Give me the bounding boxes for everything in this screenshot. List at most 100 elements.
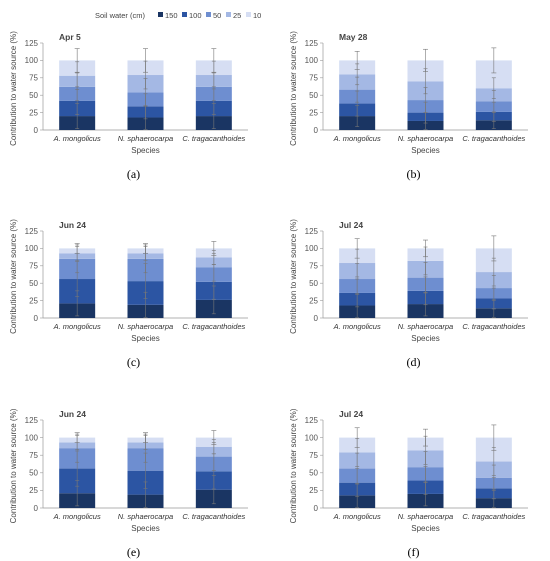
y-tick-label: 50 [309, 91, 318, 100]
panel-title: Apr 5 [59, 32, 81, 42]
y-tick-label: 50 [309, 469, 318, 478]
legend-swatch [182, 12, 187, 17]
y-tick-label: 75 [29, 74, 38, 83]
legend-label: 50 [213, 11, 221, 20]
legend-label: 25 [233, 11, 241, 20]
legend-swatch [158, 12, 163, 17]
x-axis-label: Species [411, 334, 439, 343]
legend-label: 100 [189, 11, 202, 20]
y-axis-label: Contribution to water source (%) [9, 31, 18, 146]
y-tick-label: 75 [309, 262, 318, 271]
y-tick-label: 0 [314, 314, 319, 323]
y-tick-label: 100 [305, 56, 319, 65]
y-axis-label: Contribution to water source (%) [289, 31, 298, 146]
x-tick-label: A. mongolicus [53, 134, 101, 143]
legend-item-50: 50 [206, 11, 221, 20]
y-tick-label: 75 [309, 74, 318, 83]
y-tick-label: 75 [29, 451, 38, 460]
panel-c: 0 25 50 75 100 125 A. mongolicus N. sphaerocarp… [9, 219, 248, 369]
y-axis-label: Contribution to water source (%) [289, 219, 298, 334]
panel-title: Jun 24 [59, 220, 86, 230]
legend-swatch [206, 12, 211, 17]
x-tick-label: C. tragacanthoides [182, 512, 245, 521]
x-tick-label: N. sphaerocarpa [398, 134, 453, 143]
x-tick-label: N. sphaerocarpa [398, 512, 453, 521]
x-tick-label: C. tragacanthoides [182, 322, 245, 331]
panel-f: 0 25 50 75 100 125 A. mongolicus N. sphaerocarp… [289, 408, 528, 559]
panel-b: 0 25 50 75 100 125 A. mongolicus N. sphaerocarp… [289, 31, 528, 181]
x-axis-label: Species [131, 146, 159, 155]
y-tick-label: 50 [29, 279, 38, 288]
x-axis-label: Species [411, 146, 439, 155]
y-tick-label: 100 [25, 56, 39, 65]
y-tick-label: 25 [29, 108, 38, 117]
y-tick-label: 75 [29, 262, 38, 271]
x-axis-label: Species [131, 524, 159, 533]
y-tick-label: 25 [309, 296, 318, 305]
x-tick-label: C. tragacanthoides [462, 134, 525, 143]
x-tick-label: N. sphaerocarpa [398, 322, 453, 331]
y-tick-label: 75 [309, 451, 318, 460]
y-tick-label: 25 [309, 108, 318, 117]
x-tick-label: N. sphaerocarpa [118, 512, 173, 521]
y-tick-label: 100 [25, 244, 39, 253]
y-tick-label: 125 [25, 227, 39, 236]
y-tick-label: 100 [25, 433, 39, 442]
panel-e: 0 25 50 75 100 125 A. mongolicus N. sphaerocarp… [9, 408, 248, 559]
y-tick-label: 100 [305, 244, 319, 253]
x-tick-label: N. sphaerocarpa [118, 134, 173, 143]
x-tick-label: C. tragacanthoides [182, 134, 245, 143]
panel-title: Jun 24 [59, 409, 86, 419]
x-tick-label: A. mongolicus [53, 512, 101, 521]
y-tick-label: 25 [309, 486, 318, 495]
legend-title: Soil water (cm) [95, 11, 146, 20]
y-axis-label: Contribution to water source (%) [289, 408, 298, 523]
x-tick-label: C. tragacanthoides [462, 322, 525, 331]
panel-label: (d) [407, 355, 421, 369]
y-tick-label: 50 [29, 91, 38, 100]
panel-label: (f) [408, 545, 420, 559]
y-axis-label: Contribution to water source (%) [9, 219, 18, 334]
y-tick-label: 0 [34, 504, 39, 513]
legend-item-150: 150 [158, 11, 178, 20]
y-tick-label: 125 [305, 39, 319, 48]
y-tick-label: 100 [305, 433, 319, 442]
legend-item-25: 25 [226, 11, 241, 20]
legend-label: 10 [253, 11, 261, 20]
y-tick-label: 0 [34, 126, 39, 135]
x-tick-label: A. mongolicus [333, 134, 381, 143]
panel-title: Jul 24 [339, 409, 363, 419]
x-tick-label: A. mongolicus [333, 322, 381, 331]
y-tick-label: 125 [305, 416, 319, 425]
legend: Soil water (cm) 150 100 50 25 10 [95, 11, 261, 20]
y-axis-label: Contribution to water source (%) [9, 408, 18, 523]
panel-title: May 28 [339, 32, 368, 42]
legend-label: 150 [165, 11, 178, 20]
panel-label: (c) [127, 355, 140, 369]
y-tick-label: 25 [29, 296, 38, 305]
legend-swatch [246, 12, 251, 17]
legend-item-100: 100 [182, 11, 202, 20]
y-tick-label: 0 [314, 504, 319, 513]
panel-d: 0 25 50 75 100 125 A. mongolicus N. sphaerocarp… [289, 219, 528, 369]
y-tick-label: 50 [309, 279, 318, 288]
x-tick-label: C. tragacanthoides [462, 512, 525, 521]
x-tick-label: N. sphaerocarpa [118, 322, 173, 331]
panel-a: 0 25 50 75 100 125 A. mongolicus N. sphaerocarp… [9, 31, 248, 181]
panel-label: (e) [127, 545, 140, 559]
y-tick-label: 25 [29, 486, 38, 495]
x-axis-label: Species [131, 334, 159, 343]
x-tick-label: A. mongolicus [333, 512, 381, 521]
panel-label: (b) [407, 167, 421, 181]
x-axis-label: Species [411, 524, 439, 533]
y-tick-label: 50 [29, 469, 38, 478]
y-tick-label: 0 [314, 126, 319, 135]
legend-item-10: 10 [246, 11, 261, 20]
panel-label: (a) [127, 167, 140, 181]
y-tick-label: 0 [34, 314, 39, 323]
y-tick-label: 125 [25, 416, 39, 425]
x-tick-label: A. mongolicus [53, 322, 101, 331]
legend-swatch [226, 12, 231, 17]
y-tick-label: 125 [25, 39, 39, 48]
